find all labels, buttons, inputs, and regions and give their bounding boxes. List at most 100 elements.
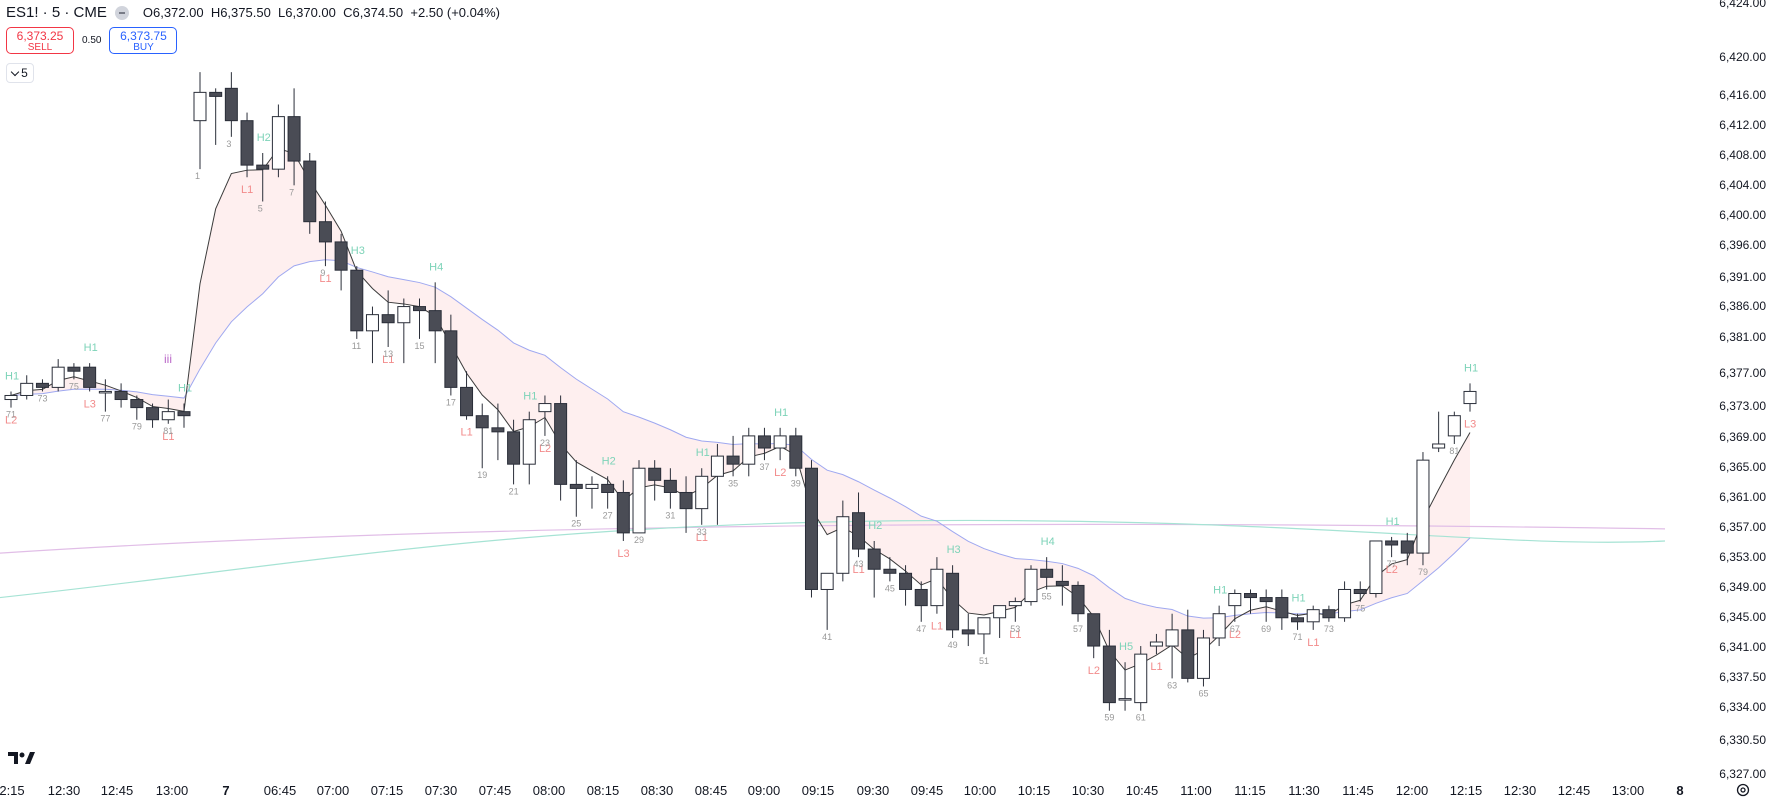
candle-body (1275, 597, 1289, 619)
buy-button[interactable]: 6,373.75 BUY (109, 27, 178, 54)
candle (883, 557, 897, 582)
candle (35, 379, 49, 392)
symbol-title[interactable]: ES1! · 5 · CME (6, 4, 107, 21)
bar-count-label: 25 (571, 519, 581, 529)
candle-body (444, 330, 458, 388)
time-axis-label: 10:30 (1072, 783, 1105, 798)
candle-body (256, 164, 270, 170)
candle (1134, 646, 1148, 711)
buy-price: 6,373.75 (120, 29, 167, 43)
bar-label-red: L2 (774, 467, 786, 479)
bar-count-label: 29 (634, 535, 644, 545)
time-axis-label: 07:30 (425, 783, 458, 798)
candle-body (804, 467, 818, 590)
candle-body (177, 411, 191, 417)
candle (1181, 609, 1195, 683)
price-axis-label: 6,365.00 (1719, 460, 1766, 474)
market-status-icon[interactable] (114, 5, 129, 20)
time-axis[interactable]: 2:15 12:30 12:45 13:00 7 06:45 07:00 07:15 07:30… (0, 783, 1684, 798)
candle-body (1322, 609, 1336, 619)
candle (83, 363, 97, 392)
candle-body (1243, 593, 1257, 599)
bar-count-label: 75 (1355, 604, 1365, 614)
bar-count-label: 33 (697, 527, 707, 537)
candle-body (538, 403, 552, 413)
bar-label-green: H4 (1041, 536, 1055, 548)
ma-teal-line (0, 519, 1666, 599)
candle (1243, 589, 1257, 614)
candle (1400, 532, 1414, 566)
candle (381, 290, 395, 347)
time-axis-label: 2:15 (0, 783, 25, 798)
candle-body (130, 399, 144, 409)
candle (334, 233, 348, 291)
bar-count-label: 49 (948, 640, 958, 650)
candle-body (1306, 609, 1320, 623)
price-axis-label: 6,349.00 (1719, 580, 1766, 594)
tradingview-logo-icon[interactable] (8, 750, 38, 766)
time-axis-label: 8 (1676, 783, 1683, 798)
candle-body (98, 390, 112, 394)
gear-icon[interactable] (1735, 782, 1751, 798)
bar-label-red: L1 (1307, 637, 1319, 649)
candle (836, 500, 850, 582)
bar-count-label: 13 (383, 349, 393, 359)
bar-label-green: H2 (868, 520, 882, 532)
candle-body (820, 572, 834, 590)
bar-count-label: 35 (728, 478, 738, 488)
candle-body (303, 160, 317, 223)
low-value: L6,370.00 (278, 5, 336, 20)
candle (114, 383, 128, 408)
candle (710, 443, 724, 525)
candle (742, 427, 756, 477)
candle-body (1087, 613, 1101, 647)
bar-label-green: H2 (602, 455, 616, 467)
bar-label-red: L3 (1464, 419, 1476, 431)
close-value: C6,374.50 (343, 5, 404, 20)
price-axis-label: 6,386.00 (1719, 299, 1766, 313)
bar-label-red: L2 (1229, 629, 1241, 641)
candle (695, 468, 709, 525)
price-axis-label: 6,337.50 (1719, 670, 1766, 684)
candle (1071, 581, 1085, 622)
candle-body (930, 568, 944, 607)
bar-label-red: L1 (696, 532, 708, 544)
candle (365, 306, 379, 364)
bar-count-label: 65 (1198, 688, 1208, 698)
bar-count-label: 67 (1230, 624, 1240, 634)
sell-button[interactable]: 6,373.25 SELL (6, 27, 74, 54)
time-axis-label: 07:15 (371, 783, 404, 798)
bar-count-label: 19 (477, 470, 487, 480)
candle (789, 427, 803, 477)
candle-body (287, 116, 301, 162)
candle-body (224, 87, 238, 122)
candle (1275, 589, 1289, 630)
candle (977, 617, 991, 655)
price-axis-label: 6,345.00 (1719, 610, 1766, 624)
time-axis-label: 12:30 (48, 783, 81, 798)
candle-body (334, 241, 348, 271)
indicators-toggle-button[interactable]: 5 (6, 63, 34, 83)
candle (318, 201, 332, 267)
candle (1432, 411, 1446, 453)
bar-count-label: 61 (1136, 713, 1146, 723)
candle (1338, 581, 1352, 622)
candle-body (1134, 653, 1148, 704)
candle-body (946, 572, 960, 631)
price-axis-label: 6,353.00 (1719, 550, 1766, 564)
price-axis[interactable]: 6,424.00 6,420.00 6,416.00 6,412.00 6,408.00… (1719, 0, 1766, 781)
candle-body (899, 572, 913, 590)
candle (1416, 452, 1430, 566)
candle (663, 468, 677, 509)
bar-count-label: 17 (446, 397, 456, 407)
time-axis-label: 12:00 (1396, 783, 1429, 798)
candle (1149, 633, 1163, 655)
candle (350, 266, 364, 339)
candle-body (663, 479, 677, 493)
time-axis-label: 11:45 (1342, 783, 1374, 798)
time-axis-label: 09:15 (802, 783, 835, 798)
candle-body (601, 483, 615, 493)
candle (1055, 565, 1069, 606)
bar-count-label: 81 (1449, 446, 1459, 456)
